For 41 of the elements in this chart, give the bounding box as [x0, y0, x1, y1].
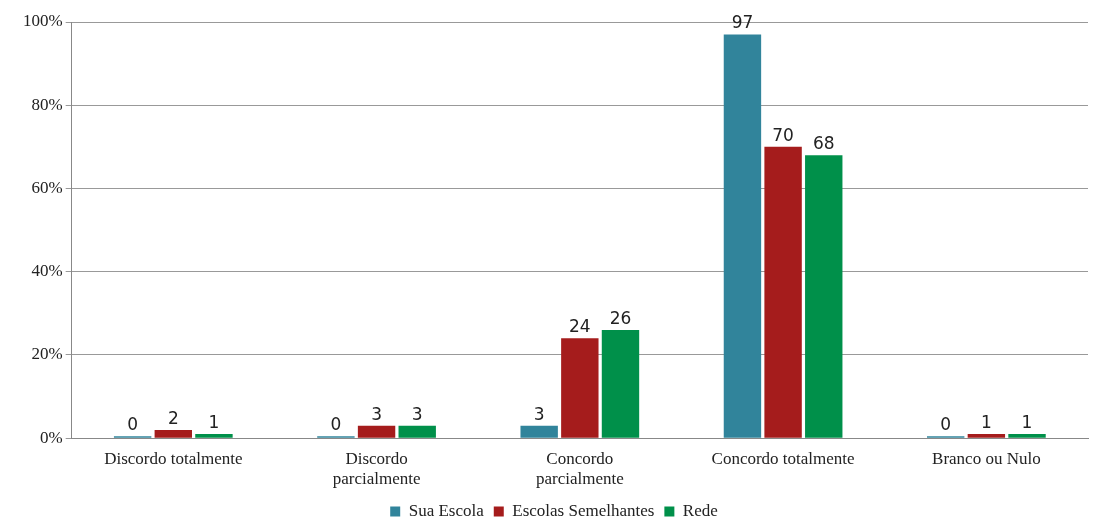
legend-label: Escolas Semelhantes — [512, 500, 655, 520]
x-tick-label: Discordo parcialmente — [332, 448, 421, 489]
bar — [764, 146, 802, 438]
data-label: 0 — [940, 414, 952, 435]
y-tick-label: 0% — [39, 427, 63, 447]
bar — [154, 429, 192, 438]
y-tick-label: 40% — [31, 261, 63, 281]
bar — [195, 434, 233, 438]
data-label: 1 — [208, 411, 220, 432]
y-tick-label: 80% — [31, 94, 63, 114]
x-tick-label: Discordo totalmente — [104, 448, 243, 468]
y-tick-label: 20% — [31, 344, 63, 364]
bar — [601, 329, 640, 438]
data-label: 2 — [167, 407, 179, 428]
data-label: 70 — [772, 124, 794, 145]
data-label: 1 — [980, 411, 992, 432]
bar — [723, 34, 762, 438]
bar — [357, 425, 396, 438]
data-label: 26 — [609, 307, 632, 328]
data-label: 0 — [127, 414, 139, 435]
legend-label: Rede — [682, 500, 718, 520]
data-label: 1 — [1021, 411, 1033, 432]
data-label: 3 — [533, 403, 545, 424]
y-tick-label: 100% — [22, 11, 63, 31]
y-tick-label: 60% — [31, 177, 63, 197]
bar — [561, 338, 599, 438]
data-label: 3 — [371, 403, 382, 424]
bar — [398, 425, 436, 438]
legend-label: Sua Escola — [408, 500, 485, 520]
bar — [967, 434, 1006, 438]
bar — [805, 155, 843, 438]
data-label: 68 — [812, 133, 835, 154]
data-label: 24 — [569, 316, 591, 337]
data-label: 0 — [330, 414, 342, 435]
x-tick-label: Branco ou Nulo — [932, 448, 1041, 468]
data-label: 3 — [411, 403, 423, 424]
data-label: 97 — [731, 12, 754, 33]
x-tick-label: Concordo parcialmente — [535, 448, 624, 489]
bar — [520, 425, 558, 438]
x-tick-label: Concordo totalmente — [711, 448, 855, 468]
bar — [1008, 434, 1046, 438]
